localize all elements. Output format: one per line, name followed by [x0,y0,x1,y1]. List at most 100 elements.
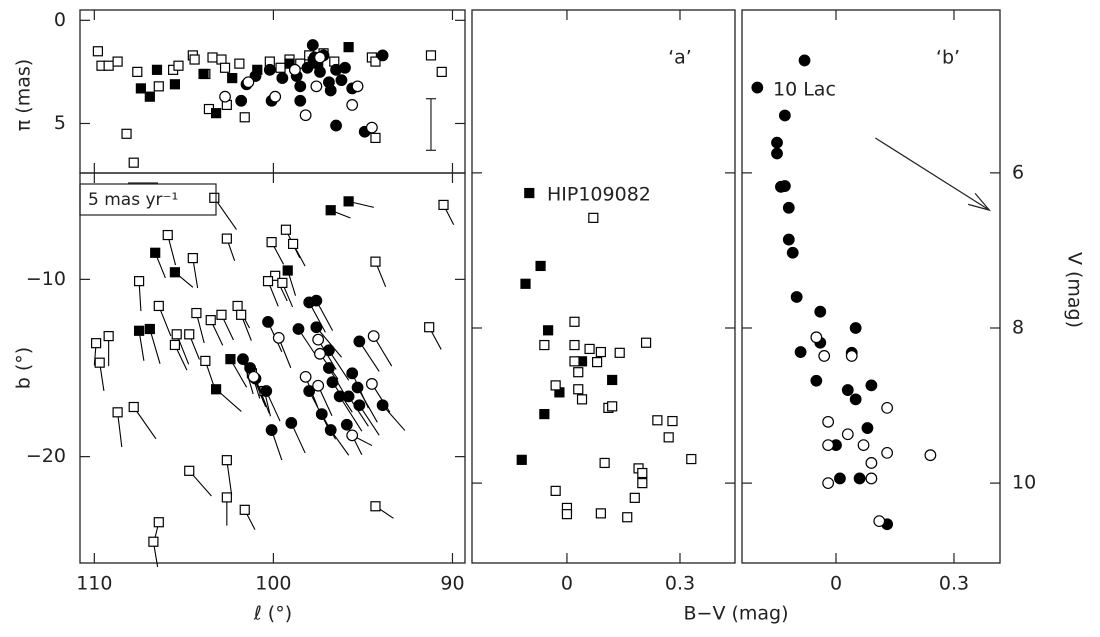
x-axis-label: ℓ (°) [253,603,292,625]
square-marker [667,415,678,427]
circle-marker [841,428,854,441]
square-marker [438,199,449,211]
square-marker [198,68,209,80]
square-marker [280,224,292,235]
y-axis-label: V (mag) [1064,252,1086,328]
square-marker [225,354,236,365]
square-marker [282,265,293,276]
square-marker [219,62,231,73]
circle-marker [782,233,795,246]
circle-marker [342,390,355,403]
square-marker [92,46,104,57]
proper-motion-vector [357,387,378,423]
circle-marker [276,72,289,84]
reddening-arrow [875,137,990,211]
square-marker [133,325,145,336]
square-marker [236,309,247,320]
circle-marker [794,346,807,358]
circle-marker [881,401,894,414]
square-marker [277,277,288,289]
circle-marker [326,376,339,389]
square-marker [169,339,181,351]
square-marker [629,492,640,503]
square-marker [569,316,580,327]
square-marker [588,212,599,223]
square-marker [550,380,561,391]
scale-box [79,183,217,216]
square-marker [343,42,354,53]
circle-marker [346,429,359,442]
square-marker [121,128,132,139]
y-tick-label: 6 [1012,161,1024,183]
x-tick-label: 0 [561,573,573,595]
panel-frame [79,172,466,564]
circle-marker [782,201,795,214]
circle-marker [314,65,326,78]
circle-marker [272,331,285,344]
proper-motion-vector [149,328,161,364]
circle-marker [242,76,255,89]
square-marker [221,233,232,244]
square-marker [239,112,250,123]
y-axis-label: b (°) [13,347,35,389]
square-marker [550,485,561,496]
square-marker [663,432,674,443]
square-marker [516,454,527,465]
circle-marker [263,63,276,76]
square-marker [524,187,535,199]
square-marker [595,508,606,519]
circle-marker [314,347,326,360]
square-marker [187,252,198,264]
square-marker [133,276,145,287]
circle-marker [822,477,835,490]
square-marker [210,384,222,395]
panel-label: ‘b’ [936,47,960,69]
square-marker [153,517,164,528]
circle-marker [346,367,359,380]
square-marker [573,384,584,395]
square-marker [573,367,584,378]
square-marker [173,60,184,71]
square-marker [561,509,573,520]
square-marker [103,330,114,342]
arrow-head [967,192,992,212]
circle-marker [324,84,337,97]
square-marker [169,79,181,90]
circle-marker [881,446,894,459]
circle-marker [771,147,783,160]
square-marker [591,357,603,368]
square-marker [171,329,182,340]
square-marker [144,323,155,335]
square-marker [275,62,286,73]
circle-marker [351,80,364,93]
circle-marker [335,74,348,87]
circle-marker [262,316,274,328]
square-marker [227,72,238,84]
circle-marker [849,393,862,406]
circle-marker [312,379,325,392]
circle-marker [340,418,353,431]
square-marker [370,501,381,512]
square-marker [520,278,531,289]
circle-marker [365,378,378,390]
proper-motion-vector [226,460,233,496]
circle-marker [260,385,273,397]
square-marker [436,66,447,77]
circle-marker [778,180,791,192]
square-marker [652,415,663,426]
square-marker [622,512,633,523]
square-marker [262,276,274,287]
square-marker [128,157,139,168]
circle-marker [310,294,323,307]
square-marker [425,50,437,61]
square-marker [112,56,123,67]
square-marker [539,339,550,351]
circle-marker [818,350,831,362]
square-marker [209,192,220,203]
y-tick-label: 8 [1012,316,1024,338]
x-tick-label: 100 [255,573,291,595]
square-marker [569,356,580,367]
square-marker [640,337,652,348]
circle-marker [288,63,301,76]
